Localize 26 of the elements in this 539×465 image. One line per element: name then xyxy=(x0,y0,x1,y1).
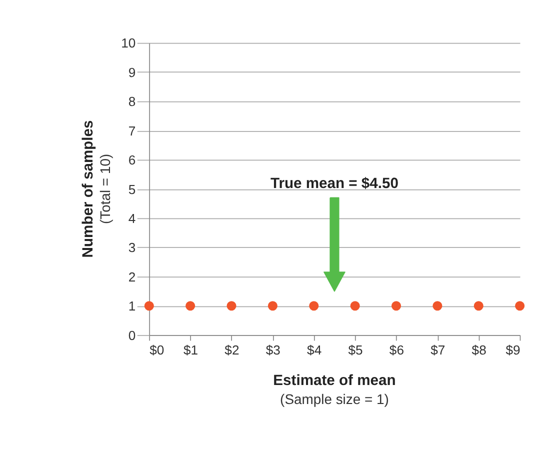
y-tick-label: 2 xyxy=(128,269,136,284)
x-tick-label: $3 xyxy=(266,342,280,358)
x-tick-label: $6 xyxy=(389,342,404,358)
x-tick-label: $5 xyxy=(348,342,363,358)
x-tick-label: $7 xyxy=(430,342,446,358)
text: (Total = 10) xyxy=(96,154,113,224)
x-tick-label: $9 xyxy=(506,342,520,358)
y-tick-label: 8 xyxy=(128,94,136,110)
x-tick-label: $8 xyxy=(472,342,486,358)
text: (Sample size = 1) xyxy=(280,390,389,407)
x-tick-label: $4 xyxy=(307,342,322,358)
x-tick-label: $1 xyxy=(183,342,198,358)
annotation: True mean = $4.50 xyxy=(270,176,398,192)
y-tick-label: 4 xyxy=(128,210,136,226)
y-tick-label: 9 xyxy=(128,64,136,80)
y-tick-label: 7 xyxy=(128,123,136,138)
y-tick-label: 6 xyxy=(128,152,136,168)
y-axis-title: Number of samples xyxy=(80,120,96,258)
x-tick-label: $2 xyxy=(224,342,240,358)
y-tick-label: 5 xyxy=(128,182,136,197)
x-tick-label: $0 xyxy=(150,342,164,358)
x-axis-title: Estimate of mean xyxy=(273,372,396,389)
y-tick-label: 0 xyxy=(128,328,136,343)
y-tick-label: 10 xyxy=(121,36,136,51)
y-tick-label: 1 xyxy=(128,298,136,314)
y-tick-label: 3 xyxy=(128,240,136,256)
